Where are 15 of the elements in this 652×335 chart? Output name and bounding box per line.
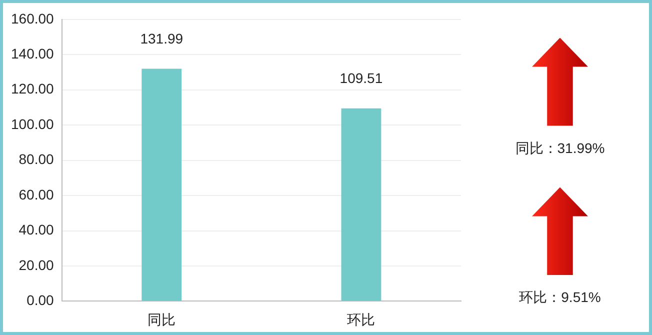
data-label: 131.99 <box>140 30 184 47</box>
x-tick-label: 同比 <box>148 311 176 328</box>
y-tick-label: 40.00 <box>18 222 54 238</box>
y-tick-label: 120.00 <box>10 80 54 97</box>
y-tick-label: 20.00 <box>18 256 54 273</box>
y-tick-label: 0.00 <box>26 292 54 308</box>
data-label: 109.51 <box>340 70 383 86</box>
y-tick-label: 60.00 <box>18 186 54 202</box>
y-tick-label: 160.00 <box>10 10 54 26</box>
x-tick-label: 环比 <box>347 311 376 328</box>
y-tick-label: 80.00 <box>18 151 54 168</box>
text: 同比：31.99% <box>515 140 605 158</box>
text: 环比：9.51% <box>519 289 601 308</box>
y-tick-label: 140.00 <box>10 45 54 62</box>
y-tick-label: 100.00 <box>10 116 54 132</box>
